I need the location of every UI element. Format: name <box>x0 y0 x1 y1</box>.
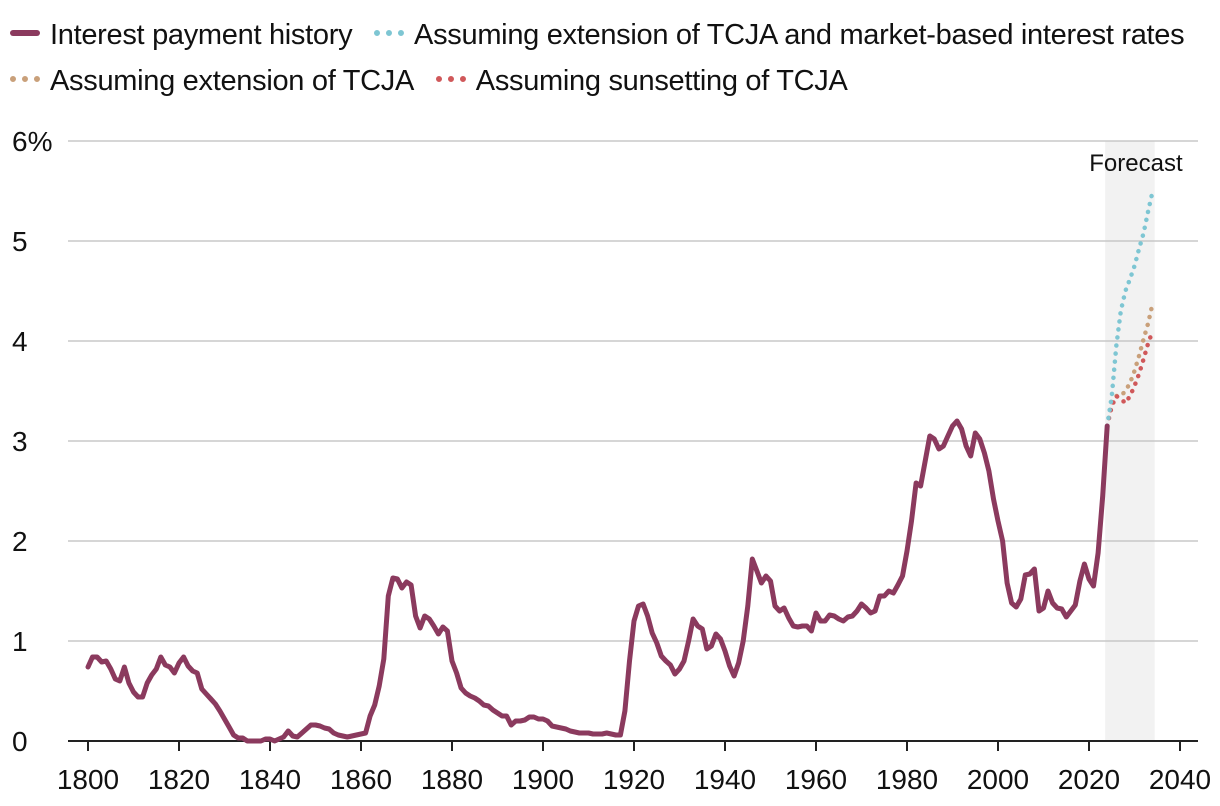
x-tick-label: 2020 <box>1058 764 1120 795</box>
y-tick-label: 1 <box>12 626 28 657</box>
y-tick-label: 0 <box>12 726 28 757</box>
gridlines <box>68 140 1198 642</box>
x-tick-label: 1860 <box>330 764 392 795</box>
x-tick-label: 1920 <box>603 764 665 795</box>
x-tick-label: 1840 <box>239 764 301 795</box>
y-tick-label: 3 <box>12 426 28 457</box>
series-layer <box>85 188 1155 744</box>
x-tick-label: 1880 <box>421 764 483 795</box>
series-line-sunset <box>1104 328 1155 429</box>
legend-label-history: Interest payment history <box>50 19 353 51</box>
x-tick-label: 2040 <box>1149 764 1211 795</box>
legend-swatch-sunset <box>435 76 466 83</box>
y-tick-label: 2 <box>12 526 28 557</box>
y-tick-label: 6% <box>12 126 52 157</box>
legend-item-history: Interest payment history <box>10 12 353 58</box>
labels: 0 1 2 3 4 5 6% 1800 1820 1840 1860 1880 1900 1920 1940… <box>12 126 1211 795</box>
y-tick-label: 5 <box>12 226 28 257</box>
y-tick-label: 4 <box>12 326 28 357</box>
legend-item-sunset: Assuming sunsetting of TCJA <box>435 58 848 104</box>
x-tick-label: 1900 <box>512 764 574 795</box>
legend-swatch-market <box>374 30 405 37</box>
legend-swatch-history <box>10 30 40 37</box>
series-line-market <box>1104 188 1155 429</box>
series-line-history <box>85 418 1110 744</box>
x-tick-label: 1800 <box>57 764 119 795</box>
x-tick-label: 1940 <box>694 764 756 795</box>
legend-label-extension: Assuming extension of TCJA <box>50 65 415 97</box>
x-tick-label: 2000 <box>967 764 1029 795</box>
forecast-label: Forecast <box>1089 150 1183 177</box>
x-tick-label: 1980 <box>876 764 938 795</box>
x-tick-label: 1820 <box>148 764 210 795</box>
axes <box>68 740 1198 751</box>
x-tick-label: 1960 <box>785 764 847 795</box>
legend-swatch-extension <box>10 76 40 83</box>
legend-label-sunset: Assuming sunsetting of TCJA <box>475 65 848 97</box>
chart-legend: Interest payment history Assuming extens… <box>10 12 1200 104</box>
legend-label-market: Assuming extension of TCJA and market-ba… <box>414 19 1185 51</box>
legend-item-market: Assuming extension of TCJA and market-ba… <box>374 12 1185 58</box>
series-line-extension <box>1104 300 1155 429</box>
legend-item-extension: Assuming extension of TCJA <box>10 58 414 104</box>
